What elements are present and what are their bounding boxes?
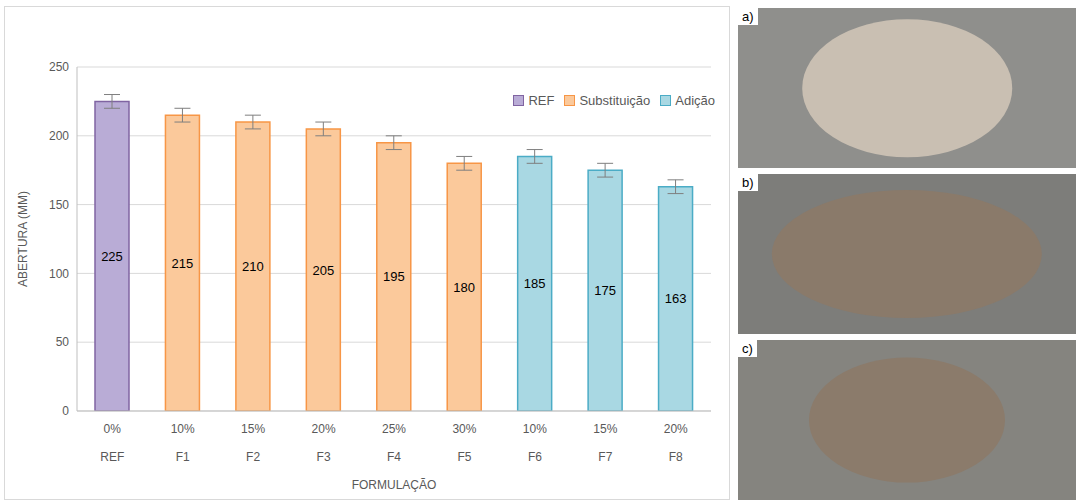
svg-text:25%: 25% [382,422,406,436]
svg-text:20%: 20% [664,422,688,436]
svg-text:215: 215 [172,256,194,271]
svg-text:225: 225 [101,249,123,264]
svg-text:FORMULAÇÃO: FORMULAÇÃO [352,478,437,492]
html-text:Substituição: Substituição [579,93,651,108]
svg-text:0: 0 [62,404,69,418]
svg-text:150: 150 [49,198,69,212]
svg-text:F7: F7 [598,450,612,464]
svg-text:15%: 15% [593,422,617,436]
svg-text:210: 210 [242,259,264,274]
svg-text:15%: 15% [241,422,265,436]
svg-text:REF: REF [100,450,124,464]
svg-text:F8: F8 [669,450,683,464]
svg-text:50: 50 [56,335,70,349]
svg-text:250: 250 [49,60,69,74]
svg-text:185: 185 [524,276,546,291]
svg-text:F4: F4 [387,450,401,464]
html-text:REF: REF [528,93,555,108]
html-text:c): c) [742,341,753,356]
svg-text:163: 163 [665,291,687,306]
svg-text:F6: F6 [528,450,542,464]
svg-text:175: 175 [594,283,616,298]
svg-text:100: 100 [49,267,69,281]
svg-text:F2: F2 [246,450,260,464]
html-text:Adição: Adição [675,93,715,108]
svg-text:30%: 30% [452,422,476,436]
svg-text:10%: 10% [171,422,195,436]
svg-text:F3: F3 [317,450,331,464]
svg-text:200: 200 [49,129,69,143]
svg-text:195: 195 [383,269,405,284]
svg-text:F1: F1 [176,450,190,464]
svg-text:ABERTURA (MM): ABERTURA (MM) [16,191,30,287]
svg-text:20%: 20% [312,422,336,436]
html-text:b): b) [742,175,754,190]
svg-text:10%: 10% [523,422,547,436]
html-text:a): a) [742,9,754,24]
svg-text:205: 205 [312,263,334,278]
svg-text:180: 180 [453,280,475,295]
svg-text:F5: F5 [457,450,471,464]
svg-text:0%: 0% [104,422,122,436]
